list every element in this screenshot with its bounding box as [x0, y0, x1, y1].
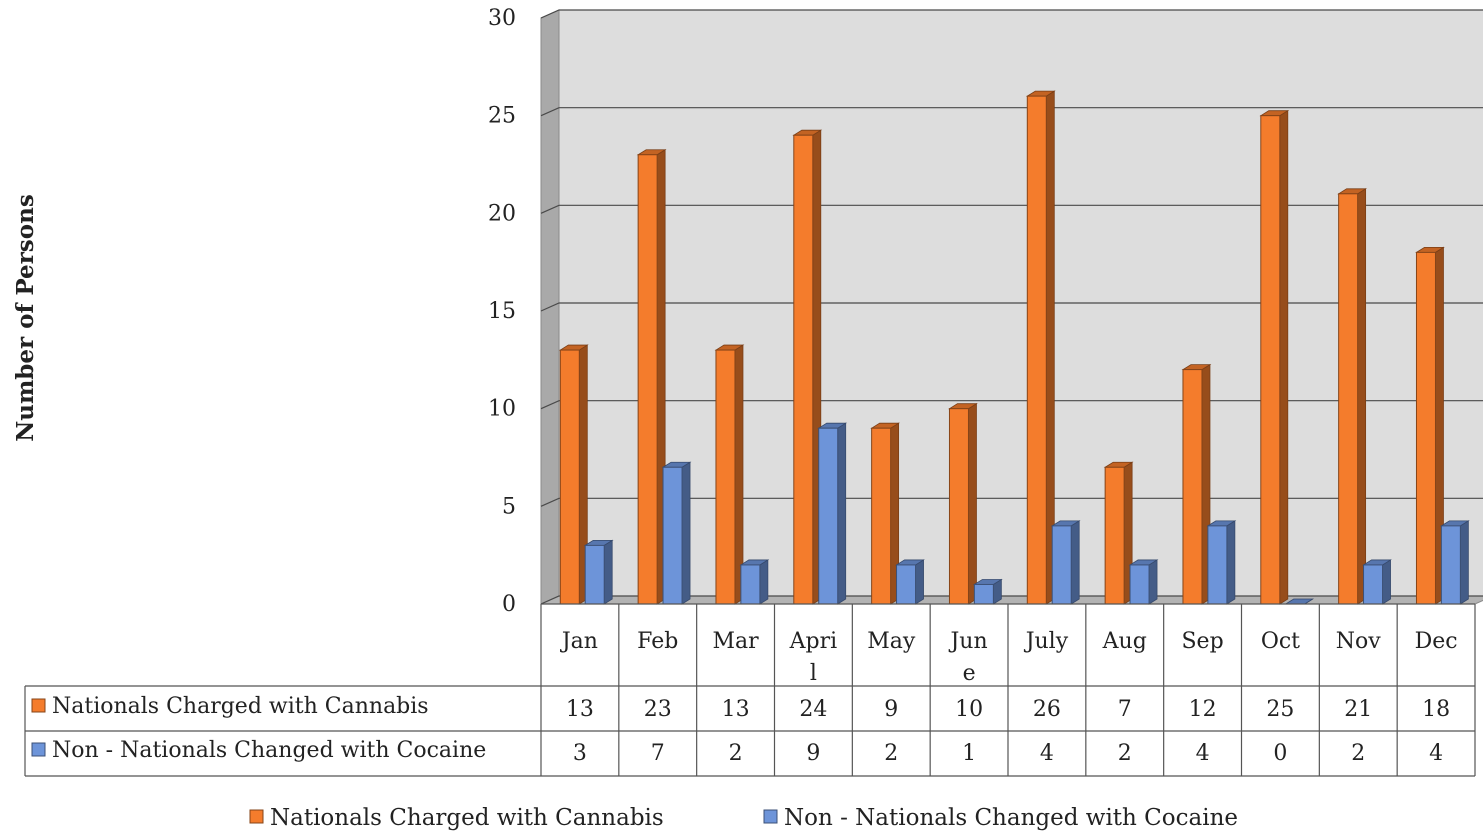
bar-cocaine: [1439, 520, 1470, 605]
x-tick-label: l: [810, 661, 817, 686]
bar-cocaine: [1362, 559, 1392, 605]
bar-cannabis: [1337, 188, 1368, 605]
x-tick-label: Aug: [1102, 629, 1147, 654]
y-tick-label: 5: [502, 494, 516, 519]
bar-cocaine: [583, 539, 614, 605]
bar-cocaine: [895, 559, 925, 605]
bar-cannabis: [1181, 363, 1212, 605]
bar-cocaine: [1128, 559, 1159, 605]
x-tick-label: Sep: [1181, 629, 1223, 654]
gridline: [540, 497, 1483, 507]
x-tick-label: Nov: [1336, 629, 1381, 654]
data-label: 9: [884, 697, 898, 722]
table-row-label: Nationals Charged with Cannabis: [52, 694, 429, 719]
x-tick-label: Oct: [1261, 629, 1300, 654]
table-row-label: Non - Nationals Changed with Cocaine: [52, 738, 486, 763]
gridline: [540, 400, 1483, 410]
data-label: 24: [799, 697, 827, 722]
data-label: 7: [1118, 697, 1132, 722]
data-label: 4: [1196, 741, 1210, 766]
y-tick-label: 20: [488, 201, 516, 226]
x-tick-label: Jun: [948, 629, 987, 654]
bar-cannabis: [792, 129, 823, 605]
data-label: 12: [1189, 697, 1217, 722]
bar-cannabis: [558, 344, 589, 605]
bar-cocaine: [1206, 520, 1237, 605]
data-label: 23: [644, 697, 672, 722]
data-label: 21: [1344, 697, 1372, 722]
data-label: 2: [729, 741, 743, 766]
x-tick-label: e: [963, 661, 976, 686]
bar-cocaine: [1050, 520, 1081, 605]
y-tick-label: 15: [488, 299, 516, 324]
data-table: Jan Feb Mar Apri l May Jun e July Aug Sep Oct Nov Dec…: [24, 603, 1476, 777]
gridline: [540, 595, 1483, 605]
chart-legend: Nationals Charged with Cannabis Non - Nat…: [249, 805, 1238, 831]
gridline: [540, 204, 1483, 214]
bar-cannabis: [1025, 90, 1056, 605]
data-label: 25: [1266, 697, 1294, 722]
y-tick-label: 30: [488, 6, 516, 31]
data-label: 18: [1422, 697, 1450, 722]
x-tick-label: July: [1024, 629, 1069, 654]
y-axis-label: Number of Persons: [12, 194, 39, 442]
data-label: 1: [962, 741, 976, 766]
legend-swatch: [249, 809, 264, 824]
bar-cannabis: [870, 422, 901, 605]
bar-cocaine: [661, 461, 692, 605]
data-label: 2: [1351, 741, 1365, 766]
x-tick-label: Mar: [712, 629, 759, 654]
data-label: 3: [573, 741, 587, 766]
gridline: [540, 107, 1483, 117]
data-label: 13: [722, 697, 750, 722]
bar-cocaine: [739, 559, 770, 605]
bar-cannabis: [1259, 109, 1290, 605]
data-label: 10: [955, 697, 983, 722]
chart-bars: [558, 90, 1470, 605]
gridline: [540, 302, 1483, 312]
y-tick-label: 25: [488, 104, 516, 129]
chart-plot-area: [540, 9, 1483, 605]
legend-swatch: [31, 698, 46, 713]
legend-entry: Non - Nationals Changed with Cocaine: [784, 805, 1238, 831]
legend-swatch: [31, 742, 46, 757]
y-tick-label: 10: [488, 397, 516, 422]
bar-cannabis: [714, 344, 745, 605]
data-label: 4: [1429, 741, 1443, 766]
gridline: [540, 9, 1483, 19]
data-label: 2: [884, 741, 898, 766]
data-label: 13: [566, 697, 594, 722]
y-tick-label: 0: [502, 592, 516, 617]
data-label: 4: [1040, 741, 1054, 766]
bar-cannabis: [1415, 246, 1445, 605]
data-label: 26: [1033, 697, 1061, 722]
x-tick-label: Jan: [560, 629, 598, 654]
bar-cocaine: [972, 578, 1003, 605]
data-label: 2: [1118, 741, 1132, 766]
x-tick-label: Feb: [637, 629, 678, 654]
bar-cocaine: [817, 422, 848, 605]
bar-cannabis: [1103, 461, 1134, 605]
chart-axis: 0 5 10 15 20 25 30: [488, 6, 516, 617]
legend-entry: Nationals Charged with Cannabis: [270, 805, 664, 831]
bar-cannabis: [948, 402, 978, 605]
x-tick-label: Dec: [1415, 629, 1458, 654]
data-label: 7: [651, 741, 665, 766]
x-tick-label: May: [867, 629, 916, 654]
bar-cannabis: [636, 149, 667, 605]
x-tick-label: Apri: [789, 629, 838, 654]
legend-swatch: [763, 809, 778, 824]
data-label: 9: [806, 741, 820, 766]
data-label: 0: [1273, 741, 1287, 766]
